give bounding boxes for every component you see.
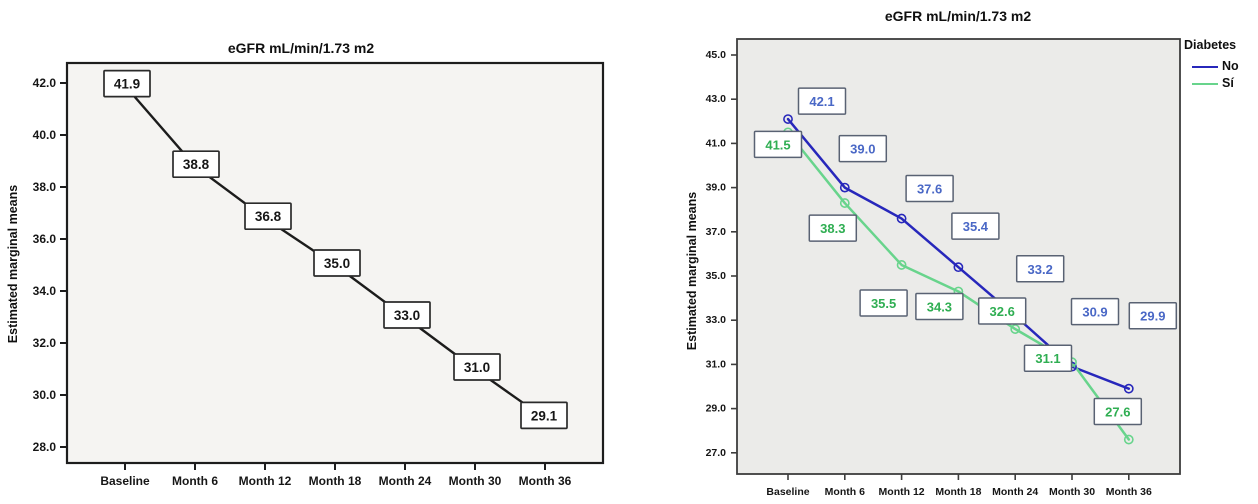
right-value-label-box [951,212,1000,240]
right-value-label: 35.4 [963,219,989,234]
right-value-label: 35.5 [871,296,896,311]
left-y-tick-label: 28.0 [33,440,57,454]
right-value-label: 34.3 [927,299,952,314]
left-y-tick-label: 30.0 [33,388,57,402]
left-value-label: 38.8 [183,157,210,172]
right-value-label: 39.0 [850,142,875,157]
legend-line-swatch-no [1192,65,1218,68]
right-value-label: 37.6 [917,182,942,197]
right-category-label: Month 18 [935,486,981,498]
right-value-label-box [915,292,964,321]
left-value-label: 33.0 [394,308,420,323]
left-y-tick-label: 38.0 [33,180,57,194]
left-value-label-box [313,249,361,277]
left-y-tick-label: 42.0 [33,76,57,90]
right-value-label-box [1015,255,1065,283]
left-value-label: 41.9 [114,77,140,92]
right-y-tick-label: 45.0 [706,49,727,61]
right-y-tick-label: 33.0 [706,314,727,326]
left-value-label-box [383,301,431,329]
right-value-label-box [838,134,888,163]
right-value-label: 42.1 [809,94,834,109]
left-category-label: Month 18 [309,474,362,488]
right-category-label: Month 6 [825,486,865,498]
right-category-label: Baseline [766,486,809,498]
left-value-label: 35.0 [324,256,350,271]
right-value-label-box [797,87,847,115]
right-y-tick-label: 37.0 [706,226,727,238]
left-y-axis-title: Estimated marginal means [6,184,20,344]
left-category-label: Month 6 [172,474,218,488]
legend-item-no: No [1184,58,1258,75]
left-chart-title: eGFR mL/min/1.73 m2 [227,40,375,56]
legend-label-no: No [1222,59,1239,74]
left-y-tick-label: 40.0 [33,128,57,142]
left-value-label-box [172,150,220,179]
left-value-label: 36.8 [255,209,282,224]
right-chart-title: eGFR mL/min/1.73 m2 [884,8,1032,24]
left-value-label-box [520,401,568,430]
left-category-label: Month 12 [239,474,292,488]
right-y-tick-label: 41.0 [706,137,727,149]
right-value-label: 41.5 [765,137,790,152]
right-data-point-marker-No [839,182,850,193]
left-category-label: Baseline [100,474,150,488]
left-value-label: 31.0 [464,360,490,375]
legend-title: Diabetes [1184,38,1237,52]
right-category-label: Month 30 [1049,486,1095,498]
left-category-label: Month 24 [379,474,432,488]
right-y-tick-label: 35.0 [706,270,727,282]
left-value-label-box [453,353,501,381]
right-y-tick-label: 31.0 [706,358,727,370]
right-value-label-box [1128,301,1178,330]
legend-line-swatch-si [1192,82,1218,85]
right-category-label: Month 12 [879,486,925,498]
right-value-label: 32.6 [990,304,1015,319]
right-data-point-marker-No [783,114,793,124]
right-value-label-box [905,174,954,203]
right-y-tick-label: 29.0 [706,403,727,415]
right-category-label: Month 24 [992,486,1038,498]
right-category-label: Month 36 [1106,486,1152,498]
legend-item-si: Sí [1184,75,1258,92]
left-category-label: Month 36 [519,474,572,488]
right-data-point-marker-No [1123,383,1134,394]
right-data-point-marker-No [953,262,964,273]
right-value-label: 38.3 [820,221,845,236]
right-value-label-box [1093,397,1143,426]
right-value-label-box [753,130,803,159]
left-y-tick-label: 34.0 [33,284,57,298]
right-value-label: 31.1 [1035,351,1060,366]
right-value-label: 27.6 [1105,405,1130,420]
right-value-label-box [1070,297,1120,326]
left-category-label: Month 30 [449,474,502,488]
left-value-label: 29.1 [531,408,558,423]
right-data-point-marker-Sí [839,198,850,208]
diabetes-legend: Diabetes No Sí [1184,38,1258,92]
left-value-label-box [244,202,292,231]
right-value-label-box [1023,344,1073,372]
right-value-label-box [859,289,908,317]
right-data-point-marker-Sí [1010,324,1021,334]
right-data-point-marker-Sí [1123,434,1134,445]
left-y-tick-label: 32.0 [33,336,57,350]
right-data-point-marker-No [896,213,907,224]
right-y-tick-label: 43.0 [706,93,727,105]
right-value-label: 33.2 [1028,262,1053,277]
right-y-tick-label: 27.0 [706,447,727,459]
left-y-tick-label: 36.0 [33,232,57,246]
right-value-label: 29.9 [1140,309,1165,324]
right-y-axis-title: Estimated marginal means [685,191,699,351]
legend-label-si: Sí [1222,76,1234,91]
right-value-label-box [977,297,1027,325]
right-data-point-marker-Sí [896,260,907,270]
right-value-label-box [808,214,858,242]
right-y-tick-label: 39.0 [706,182,727,194]
right-value-label: 30.9 [1082,305,1107,320]
left-value-label-box [103,69,151,98]
